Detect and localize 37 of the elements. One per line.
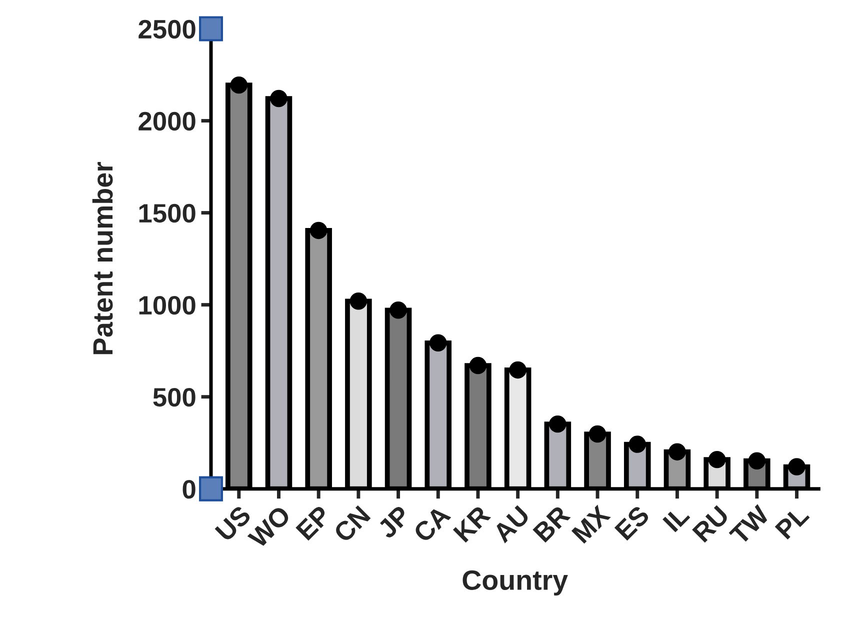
point	[668, 443, 686, 460]
point	[788, 458, 806, 476]
x-tick-label: ES	[614, 504, 650, 541]
x-tick-label: TW	[728, 504, 770, 546]
x-tick-label: KR	[452, 504, 492, 543]
x-tick-label: EP	[296, 504, 332, 541]
y-tick-label: 500	[153, 388, 196, 407]
point	[509, 361, 526, 379]
x-tick-label: IL	[662, 504, 690, 532]
x-tick-label: BR	[532, 504, 571, 543]
x-tick-label: CN	[332, 505, 371, 544]
x-tick-label: JP	[376, 504, 412, 540]
point	[708, 450, 726, 468]
point	[469, 356, 487, 374]
y-tick-label: 0	[182, 480, 196, 499]
x-tick-label: PL	[774, 504, 810, 540]
x-tick-label: AU	[492, 505, 530, 544]
x-tick-label: RU	[692, 505, 730, 543]
point	[310, 222, 328, 240]
x-axis-title: Country	[462, 570, 568, 596]
x-tick-label: MX	[571, 504, 611, 544]
y-tick-label: 1500	[139, 204, 196, 223]
point	[390, 302, 407, 319]
point	[588, 425, 606, 443]
point	[270, 90, 288, 108]
point	[230, 76, 248, 94]
point	[748, 452, 766, 470]
y-tick-label: 1000	[139, 296, 196, 315]
point	[430, 334, 447, 352]
point	[628, 436, 646, 453]
x-tick-label: WO	[247, 504, 292, 550]
point	[549, 415, 566, 433]
x-tick-label: CA	[412, 504, 452, 544]
point	[350, 292, 368, 310]
y-tick-label: 2000	[138, 112, 196, 131]
y-tick-label: 2500	[138, 20, 196, 39]
y-axis-title: Patent number	[92, 162, 113, 354]
